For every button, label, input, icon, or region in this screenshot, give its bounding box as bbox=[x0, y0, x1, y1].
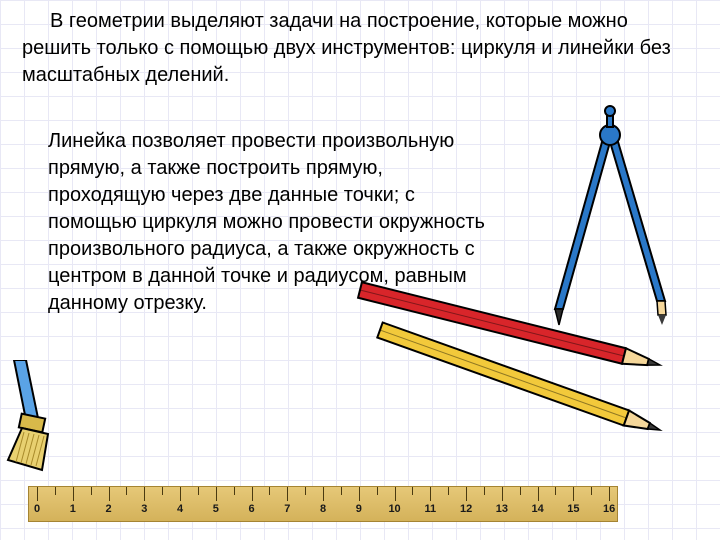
ruler-number: 0 bbox=[34, 503, 40, 515]
ruler-number: 16 bbox=[603, 503, 615, 515]
ruler-number: 1 bbox=[70, 503, 76, 515]
ruler-number: 6 bbox=[248, 503, 254, 515]
ruler-number: 11 bbox=[425, 503, 437, 515]
ruler-number: 12 bbox=[460, 503, 472, 515]
ruler-number: 8 bbox=[320, 503, 326, 515]
ruler-number: 9 bbox=[356, 503, 362, 515]
ruler-number: 13 bbox=[496, 503, 508, 515]
ruler-number: 5 bbox=[213, 503, 219, 515]
ruler-illustration: 012345678910111213141516 bbox=[28, 486, 618, 522]
ruler-number: 3 bbox=[141, 503, 147, 515]
pencils-illustration bbox=[330, 270, 690, 450]
brush-illustration bbox=[0, 360, 62, 480]
intro-paragraph: В геометрии выделяют задачи на построени… bbox=[22, 8, 698, 89]
ruler-number: 15 bbox=[567, 503, 579, 515]
ruler-number: 2 bbox=[105, 503, 111, 515]
ruler-number: 7 bbox=[284, 503, 290, 515]
ruler-number: 14 bbox=[531, 503, 543, 515]
ruler-number: 4 bbox=[177, 503, 183, 515]
ruler-number: 10 bbox=[388, 503, 400, 515]
